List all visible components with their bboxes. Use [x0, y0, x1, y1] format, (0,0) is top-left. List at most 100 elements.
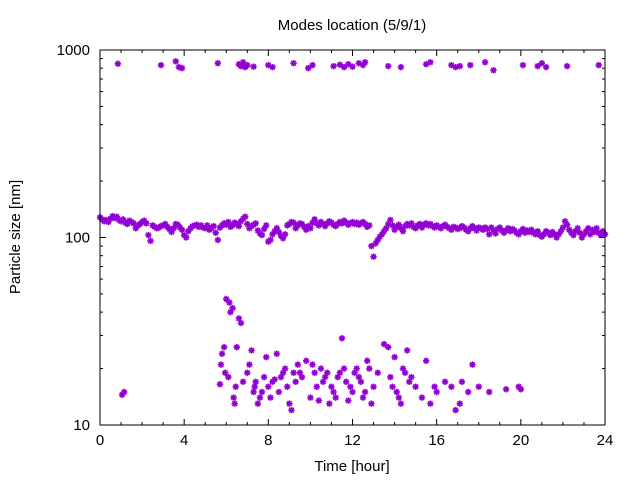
data-point — [361, 388, 369, 396]
data-point — [221, 369, 229, 376]
x-tick-label: 8 — [264, 432, 272, 449]
data-point — [269, 63, 276, 71]
data-point — [271, 376, 278, 383]
data-point — [220, 343, 228, 351]
data-point — [380, 340, 388, 348]
data-point — [374, 369, 381, 376]
data-point — [345, 397, 352, 404]
data-point — [559, 224, 567, 231]
data-point — [290, 60, 297, 67]
data-point — [395, 394, 402, 401]
data-point — [364, 357, 371, 364]
data-point — [244, 369, 251, 376]
data-point — [469, 361, 476, 368]
data-point — [288, 406, 295, 414]
data-point — [232, 383, 239, 390]
data-point — [256, 394, 264, 401]
data-point — [114, 60, 122, 67]
data-point — [336, 61, 344, 68]
data-point — [366, 365, 373, 372]
data-point — [418, 394, 426, 401]
x-tick-label: 0 — [96, 432, 104, 449]
data-point — [120, 388, 128, 396]
data-point — [332, 394, 339, 401]
data-point — [340, 63, 348, 71]
data-point — [183, 234, 190, 241]
data-point — [595, 61, 602, 69]
data-point — [330, 62, 337, 70]
data-point — [349, 388, 356, 396]
data-point — [231, 400, 238, 407]
data-point — [366, 222, 373, 229]
data-point — [534, 62, 541, 70]
data-point — [448, 383, 455, 390]
data-point — [212, 229, 219, 236]
plot-border — [99, 49, 606, 426]
x-tick-label: 12 — [344, 432, 361, 449]
data-point — [311, 369, 318, 376]
data-point — [172, 58, 179, 65]
data-point — [284, 383, 291, 390]
data-point — [433, 388, 440, 396]
data-point — [368, 400, 375, 407]
data-point — [214, 236, 222, 244]
data-point — [214, 60, 222, 67]
data-point — [561, 218, 569, 225]
data-point — [239, 59, 247, 66]
data-point — [307, 394, 314, 401]
data-point — [157, 61, 165, 69]
data-point — [275, 388, 283, 396]
data-point — [486, 388, 493, 396]
data-point — [336, 369, 344, 376]
data-point — [218, 350, 226, 357]
data-point — [267, 236, 274, 244]
data-point — [370, 253, 377, 260]
data-point — [361, 59, 369, 66]
data-point — [230, 394, 237, 401]
data-point — [248, 347, 255, 354]
data-point — [359, 394, 367, 401]
data-point — [357, 378, 365, 385]
data-point — [309, 61, 316, 69]
data-point — [563, 221, 571, 228]
x-axis-label: Time [hour] — [314, 458, 389, 475]
data-point — [412, 383, 419, 390]
data-point — [538, 60, 546, 67]
data-point — [519, 61, 527, 69]
y-tick-label: 10 — [73, 417, 90, 434]
data-point — [305, 64, 312, 72]
y-tick-label: 100 — [65, 230, 90, 247]
data-point — [355, 60, 363, 67]
x-tick-label: 24 — [597, 432, 614, 449]
data-point — [408, 373, 415, 381]
data-point — [355, 373, 363, 381]
data-point — [235, 222, 243, 230]
data-point — [225, 373, 232, 381]
data-point — [326, 400, 333, 407]
data-point — [290, 369, 297, 376]
data-point — [281, 231, 289, 238]
data-point — [178, 226, 186, 233]
data-point — [241, 213, 249, 220]
data-point — [452, 406, 459, 414]
data-point — [263, 353, 270, 361]
data-point — [250, 388, 257, 396]
data-point — [298, 373, 306, 381]
data-point — [370, 383, 377, 390]
data-point — [502, 386, 510, 393]
data-point — [342, 378, 350, 385]
x-tick-label: 4 — [180, 432, 188, 449]
data-point — [368, 242, 375, 250]
data-point — [250, 63, 257, 70]
data-point — [307, 225, 314, 232]
data-point — [246, 361, 253, 368]
data-point — [281, 365, 289, 372]
data-point — [422, 357, 430, 364]
data-point — [389, 383, 396, 390]
data-point — [258, 231, 266, 239]
data-point — [258, 388, 266, 396]
data-point — [385, 343, 392, 351]
data-point — [210, 222, 217, 230]
data-point — [309, 361, 316, 368]
data-point — [404, 347, 411, 354]
